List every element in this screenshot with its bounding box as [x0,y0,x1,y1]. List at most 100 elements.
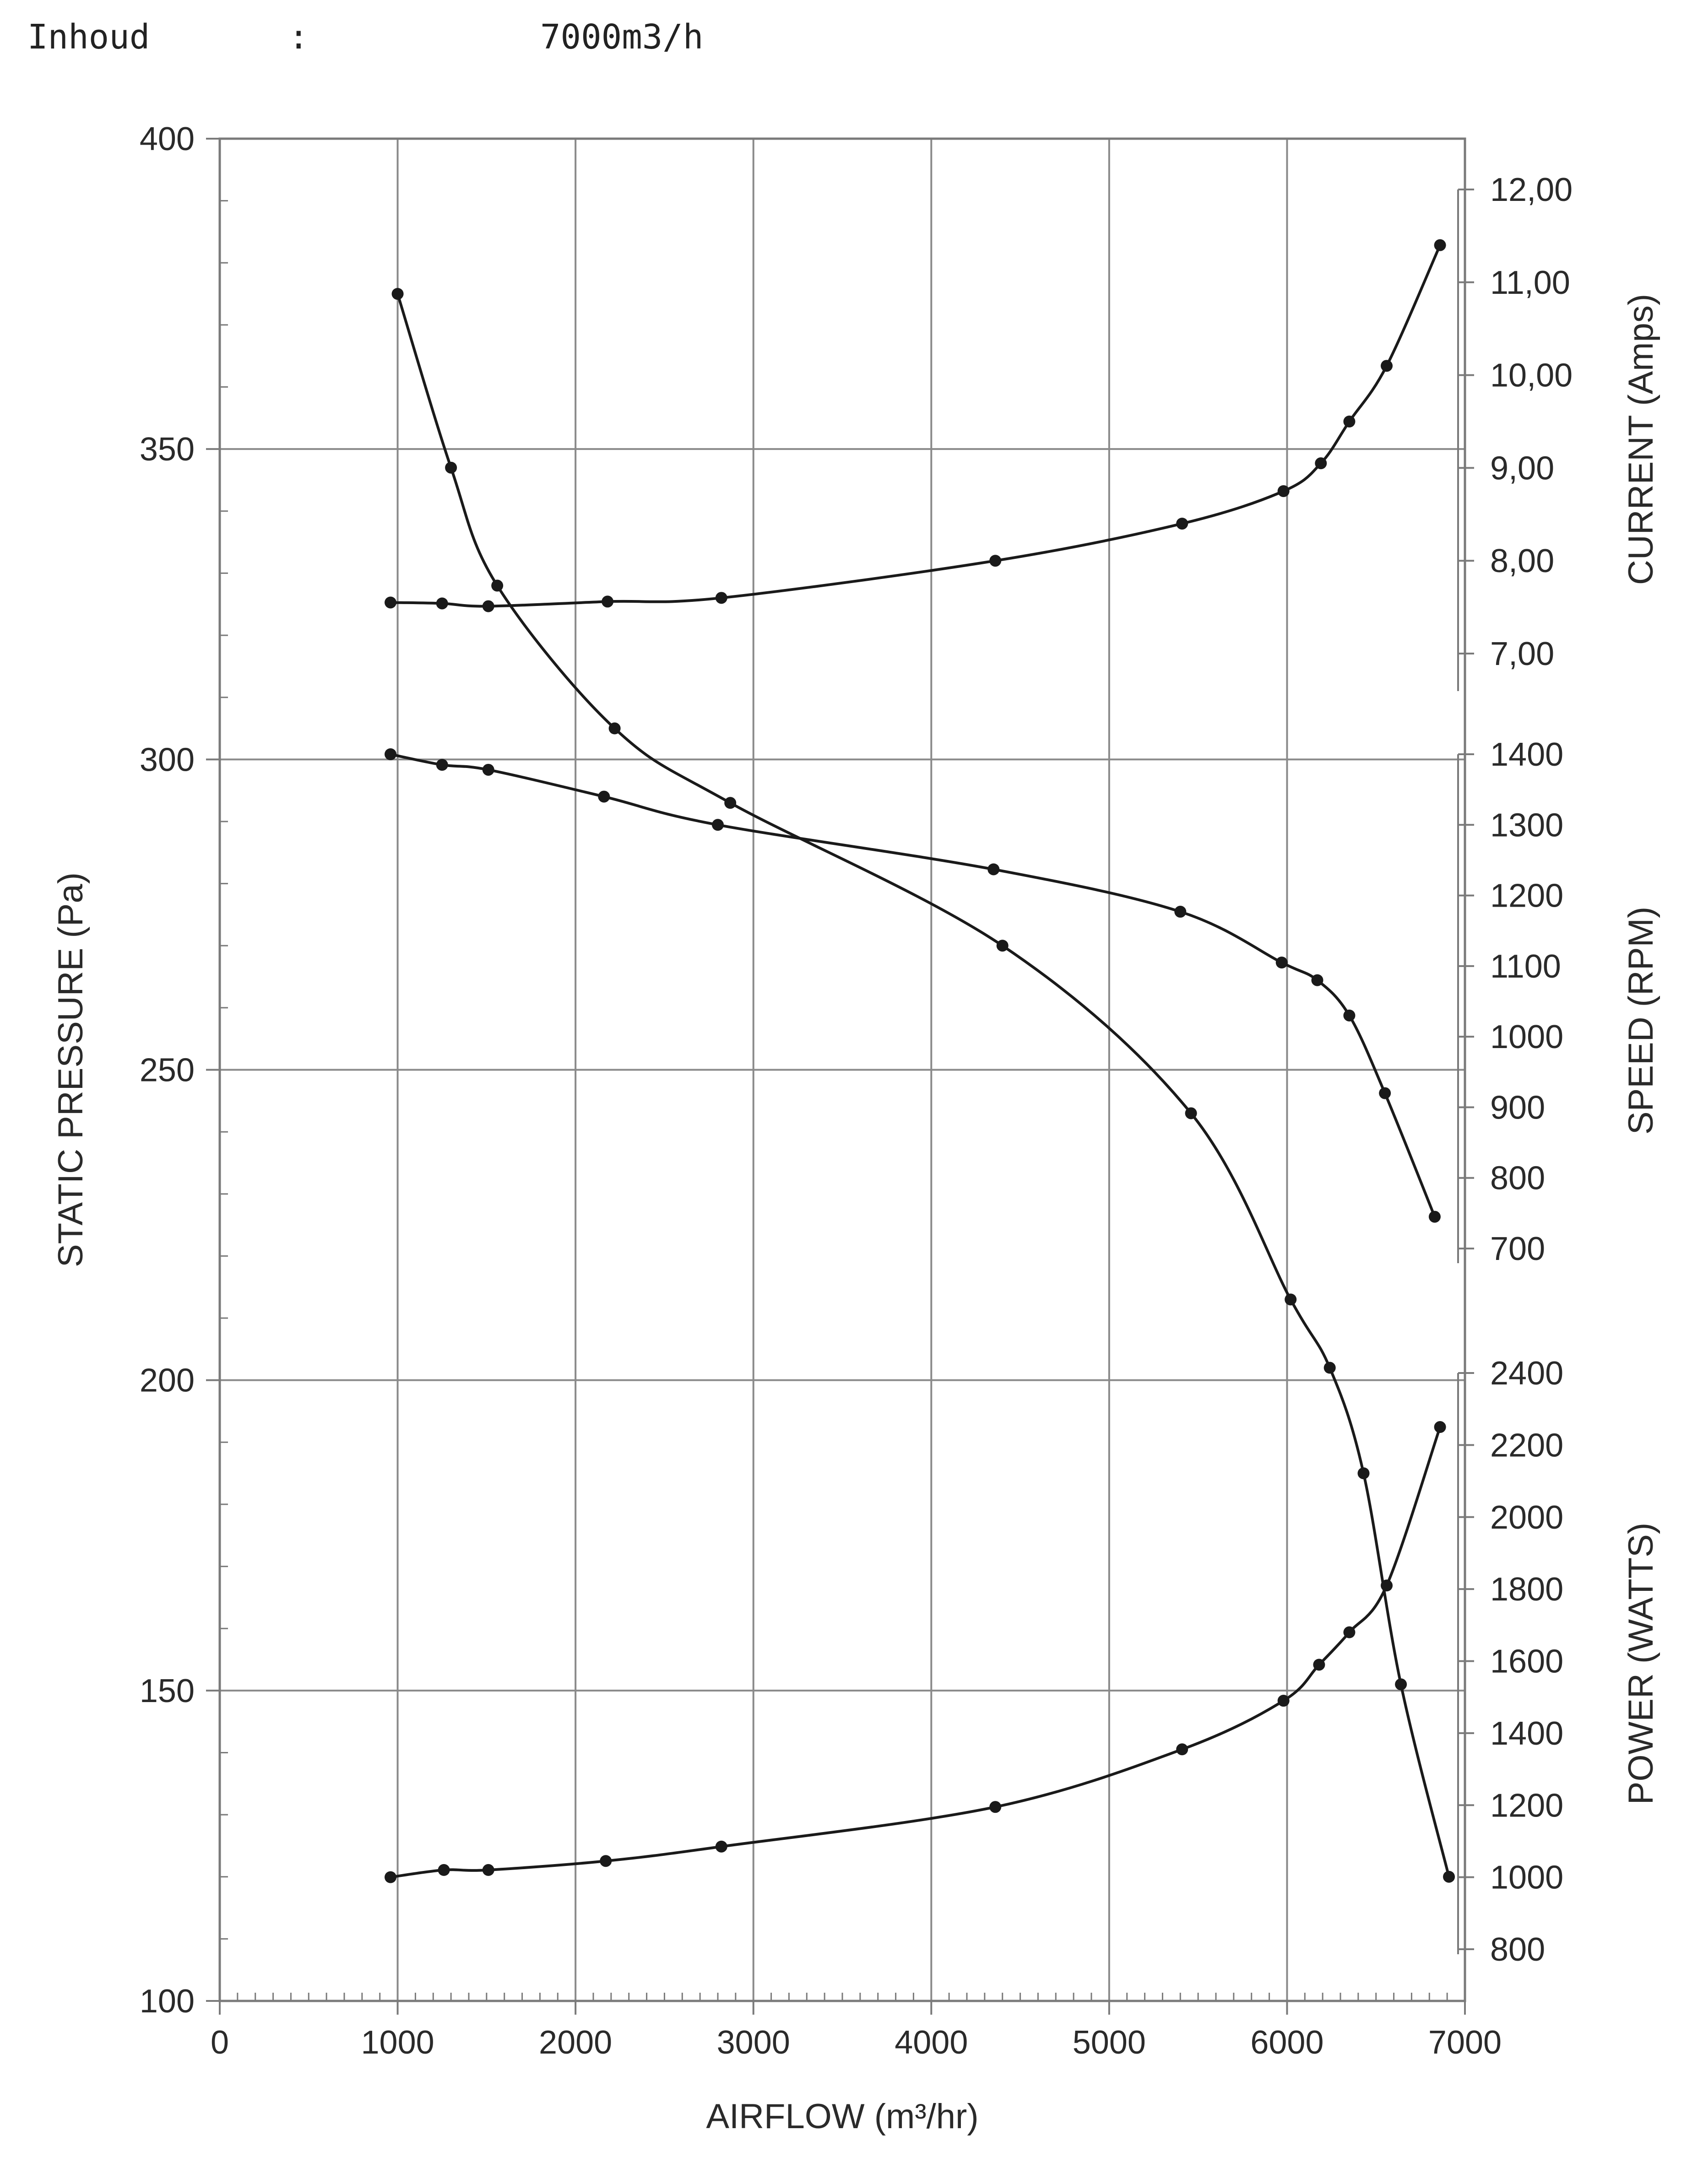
speed-point [1343,1009,1356,1022]
current-point [1381,360,1393,372]
static-pressure-point [608,722,621,735]
right-axis-title: POWER (WATTS) [1622,1523,1660,1805]
power-point [438,1864,450,1876]
y-tick-label: 200 [140,1362,195,1399]
current-point [1343,416,1356,427]
right-tick-label: 11,00 [1490,265,1570,301]
power-point [1176,1743,1188,1756]
right-tick-label: 8,00 [1490,543,1554,579]
power-point [1434,1421,1446,1433]
y-tick-label: 350 [140,431,195,468]
right-tick-label: 1400 [1490,736,1563,773]
static-pressure-point [1357,1467,1370,1480]
series [385,239,1455,1883]
y-tick-label: 100 [140,1983,195,2020]
right-tick-label: 900 [1490,1089,1545,1126]
right-tick-label: 1000 [1490,1860,1563,1896]
current-point [1315,457,1327,470]
power-point [1277,1695,1290,1707]
x-tick-label: 3000 [717,2024,790,2061]
right-tick-label: 9,00 [1490,450,1554,487]
static-pressure-point [1443,1870,1455,1883]
right-axis-title: CURRENT (Amps) [1622,294,1660,585]
speed-point [1311,974,1323,986]
power-point [1381,1579,1393,1592]
right-tick-label: 2200 [1490,1427,1563,1464]
y-axis-title: STATIC PRESSURE (Pa) [51,872,90,1267]
right-tick-label: 1600 [1490,1643,1563,1680]
speed-point [598,790,610,803]
axis-labels: 0 1000 2000 3000 4000 5000 6000 7000 100 150 200 25… [51,121,1660,2136]
y-tick-label: 300 [140,741,195,778]
right-tick-label: 1200 [1490,878,1563,914]
speed-point [1428,1211,1441,1223]
power-point [385,1871,397,1883]
static-pressure-point [1185,1107,1197,1119]
right-tick-label: 7,00 [1490,636,1554,672]
power-curve [390,1427,1442,1879]
grid [220,138,1466,2001]
x-tick-label: 6000 [1250,2024,1323,2061]
current-point [715,592,727,604]
speed-point [385,748,397,760]
x-tick-label: 5000 [1073,2024,1146,2061]
y-tick-label: 150 [140,1673,195,1709]
right-tick-label: 700 [1490,1231,1545,1267]
x-tick-label: 1000 [361,2024,434,2061]
static-pressure-point [445,461,457,474]
current-point [1434,239,1446,251]
right-tick-label: 10,00 [1490,357,1573,394]
static-pressure-point [1323,1362,1336,1374]
right-tick-label: 1100 [1490,948,1561,985]
current-point [1176,518,1188,530]
current-point [989,555,1002,567]
power-point [989,1801,1002,1813]
power-point [600,1855,612,1867]
power-point [482,1864,494,1876]
static-pressure-point [391,288,404,300]
current-point [482,600,494,612]
speed-curve [390,753,1436,1217]
x-axis-title: AIRFLOW (m³/hr) [706,2097,978,2136]
header-separator: : [288,17,309,57]
speed-point [712,819,724,831]
y-tick-label: 250 [140,1052,195,1089]
speed-point [436,759,448,771]
speed-point [1275,957,1288,969]
speed-point [1174,906,1187,918]
right-tick-label: 2400 [1490,1355,1563,1392]
speed-point [987,863,1000,876]
speed-point [1379,1087,1391,1099]
header-value: 7000m3/h [540,17,704,57]
right-tick-label: 800 [1490,1160,1545,1197]
header-label: Inhoud [27,17,150,57]
right-tick-label: 2000 [1490,1499,1563,1536]
x-tick-label: 0 [211,2024,229,2061]
current-point [1277,485,1290,497]
x-tick-label: 7000 [1428,2024,1502,2061]
speed-point [482,763,494,776]
current-point [436,597,448,610]
static-pressure-point [1395,1678,1407,1691]
y-tick-label: 400 [140,121,195,157]
current-point [602,595,614,608]
power-point [1343,1626,1356,1638]
x-tick-label: 2000 [539,2024,612,2061]
right-tick-label: 12,00 [1490,172,1573,208]
x-tick-label: 4000 [895,2024,968,2061]
static-pressure-point [1285,1293,1297,1306]
static-pressure-point [491,579,504,592]
static-pressure-curve [396,293,1450,1877]
current-point [385,596,397,609]
axes [206,137,1474,2015]
right-tick-label: 1400 [1490,1715,1563,1752]
power-point [1313,1659,1325,1671]
right-axis-title: SPEED (RPM) [1622,907,1660,1135]
power-point [715,1840,727,1853]
current-curve [390,244,1442,608]
static-pressure-point [724,797,737,809]
right-tick-label: 1200 [1490,1787,1563,1824]
static-pressure-point [996,940,1009,952]
right-tick-label: 800 [1490,1931,1545,1968]
